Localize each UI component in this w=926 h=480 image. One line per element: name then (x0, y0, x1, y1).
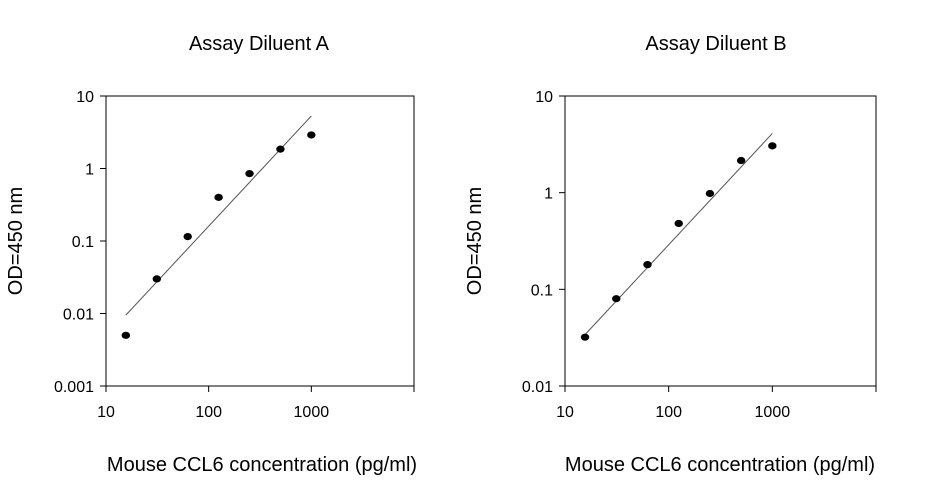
y-tick-label: 0.1 (531, 282, 553, 299)
data-point (121, 331, 131, 339)
data-point (674, 219, 683, 228)
y-tick-label: 0.1 (72, 234, 94, 251)
y-axis-label: OD=450 nm (464, 187, 486, 295)
data-point (612, 295, 621, 303)
data-point (183, 232, 192, 241)
x-tick-label: 100 (195, 404, 222, 421)
data-point (768, 142, 777, 150)
x-axis-label: Mouse CCL6 concentration (pg/ml) (107, 454, 417, 476)
y-tick-label: 1 (544, 186, 553, 203)
data-point (307, 131, 316, 139)
chart-panel-2: Assay Diluent B OD=450 nm Mouse CCL6 conce… (464, 33, 877, 476)
x-tick-label: 10 (556, 404, 574, 421)
x-tick-label: 1000 (294, 404, 330, 421)
fit-line (584, 133, 773, 335)
y-tick-label: 10 (76, 89, 94, 106)
data-point (580, 333, 590, 341)
data-point (736, 156, 746, 165)
y-tick-label: 0.01 (522, 379, 553, 396)
data-point (214, 193, 223, 201)
data-point (245, 170, 254, 178)
y-tick-label: 10 (535, 89, 553, 106)
chart-panel-1: Assay Diluent A OD=450 nm Mouse CCL6 conce… (5, 33, 417, 476)
plot-frame (105, 95, 415, 387)
y-tick-label: 0.01 (63, 307, 94, 324)
x-tick-label: 1000 (755, 404, 791, 421)
chart-title: Assay Diluent A (189, 33, 330, 55)
plot-frame (564, 95, 877, 387)
data-point (643, 261, 652, 269)
y-axis-label: OD=450 nm (5, 187, 27, 295)
x-tick-label: 100 (655, 404, 682, 421)
data-point (705, 189, 715, 198)
fit-line (125, 115, 312, 316)
data-point (152, 275, 162, 283)
x-axis-label: Mouse CCL6 concentration (pg/ml) (565, 454, 875, 476)
y-tick-label: 1 (85, 162, 94, 179)
chart-title: Assay Diluent B (645, 33, 786, 55)
x-tick-label: 10 (97, 404, 115, 421)
y-tick-label: 0.001 (54, 379, 94, 396)
data-point (276, 145, 285, 153)
